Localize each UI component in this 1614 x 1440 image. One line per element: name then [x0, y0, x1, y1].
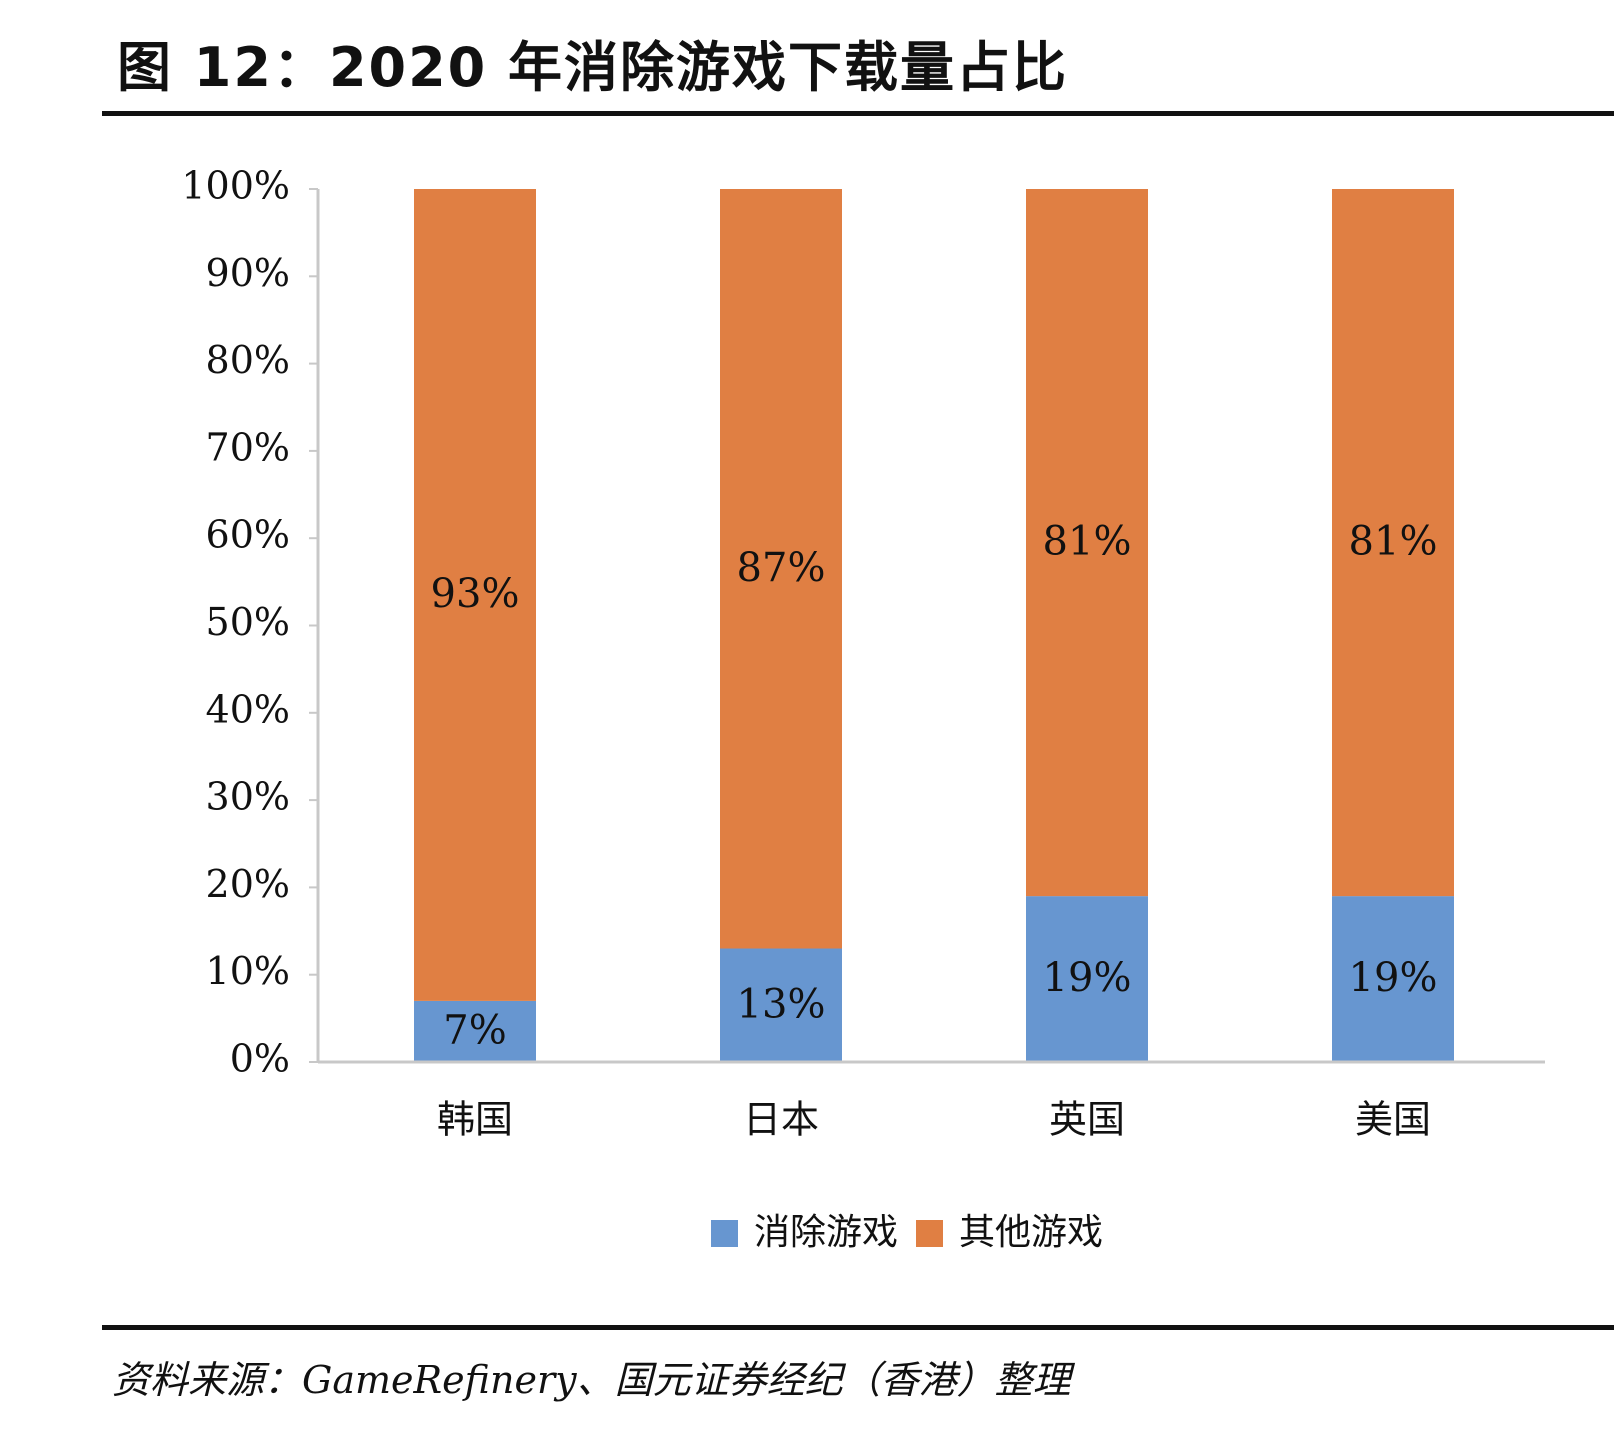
y-tick-label: 60% — [206, 513, 290, 557]
bar-segment-other-games — [1026, 189, 1148, 897]
y-tick-label: 0% — [230, 1037, 290, 1081]
x-tick-label: 美国 — [1355, 1098, 1431, 1142]
bar-segment-other-games — [720, 189, 842, 949]
x-tick-label: 日本 — [743, 1098, 819, 1142]
y-tick-label: 30% — [206, 775, 290, 819]
bar-segment-match-games — [1026, 896, 1148, 1062]
bottom-rule — [102, 1325, 1614, 1330]
bar-segment-match-games — [1332, 896, 1454, 1062]
y-tick-label: 20% — [206, 862, 290, 906]
data-label-match-games: 19% — [1349, 955, 1438, 1001]
legend-label-match-games: 消除游戏 — [753, 1212, 898, 1253]
data-label-other-games: 81% — [1043, 519, 1132, 565]
x-tick-label: 英国 — [1049, 1098, 1125, 1142]
y-tick-label: 90% — [206, 251, 290, 295]
data-label-other-games: 93% — [431, 571, 520, 617]
y-tick-label: 80% — [206, 338, 290, 382]
bar-segment-other-games — [1332, 189, 1454, 897]
chart-legend: 消除游戏 其他游戏 — [0, 1208, 1614, 1258]
legend-swatch-other-games — [916, 1219, 943, 1247]
legend-item-match-games: 消除游戏 — [710, 1208, 898, 1258]
data-label-other-games: 81% — [1349, 519, 1438, 565]
legend-item-other-games: 其他游戏 — [916, 1208, 1103, 1258]
legend-swatch-match-games — [710, 1219, 738, 1247]
bar-segment-match-games — [414, 1000, 536, 1062]
y-tick-label: 50% — [206, 600, 290, 644]
stacked-bar-chart: 0% 10% 20% 30% 40% 50% 60% 70% 80% 90% 100% 7% 93% 韩国… — [181, 164, 1545, 1142]
top-rule — [102, 111, 1614, 116]
y-tick-label: 100% — [181, 164, 290, 208]
source-note: 资料来源：GameRefinery、国元证券经纪（香港）整理 — [112, 1358, 1071, 1402]
data-label-match-games: 7% — [443, 1007, 506, 1053]
legend-label-other-games: 其他游戏 — [959, 1212, 1104, 1253]
bar-segment-other-games — [414, 189, 536, 1001]
y-tick-label: 40% — [206, 687, 290, 731]
figure-title: 图 12：2020 年消除游戏下载量占比 — [117, 36, 1069, 99]
data-label-other-games: 87% — [737, 545, 826, 591]
y-tick-label: 70% — [206, 425, 290, 469]
x-tick-label: 韩国 — [437, 1098, 513, 1142]
bar-segment-match-games — [720, 948, 842, 1062]
y-tick-label: 10% — [206, 949, 290, 993]
data-label-match-games: 13% — [737, 981, 826, 1027]
data-label-match-games: 19% — [1043, 955, 1132, 1001]
